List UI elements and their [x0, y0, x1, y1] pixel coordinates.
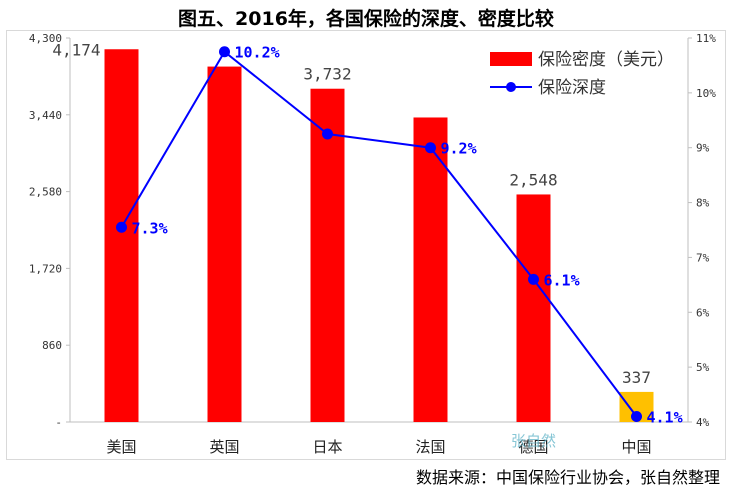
legend-line-label: 保险深度 [538, 78, 606, 98]
depth-point-label: 7.3% [132, 219, 168, 237]
depth-point-label: 10.2% [235, 44, 280, 62]
right-tick-label: 5% [696, 361, 710, 374]
left-tick-label: 2,580 [29, 186, 62, 199]
bar-4 [413, 117, 448, 423]
bar-1 [104, 49, 139, 422]
right-tick-label: 11% [696, 32, 716, 45]
right-tick-label: 10% [696, 87, 716, 100]
source-note: 数据来源：中国保险行业协会，张自然整理 [415, 468, 720, 487]
watermark-text: 张自然 [511, 432, 556, 450]
left-tick-label: - [55, 416, 62, 429]
left-tick-label: 860 [42, 339, 62, 352]
depth-point-label: 9.2% [441, 140, 477, 158]
left-tick-label: 1,720 [29, 262, 62, 275]
right-tick-label: 6% [696, 306, 710, 319]
bar-2 [207, 66, 242, 422]
depth-point-5 [528, 273, 539, 285]
bar-value-label: 3,732 [303, 65, 351, 84]
depth-line [120, 50, 638, 418]
bar-value-label: 4,174 [52, 40, 100, 59]
depth-point-3 [322, 128, 333, 140]
bar-value-label: 337 [622, 368, 651, 387]
x-category-label: 德国 [518, 438, 548, 456]
x-category-label: 日本 [312, 438, 342, 456]
right-tick-label: 9% [696, 142, 710, 155]
x-category-label: 美国 [106, 438, 136, 456]
x-category-label: 法国 [415, 438, 445, 456]
bar-value-label: 2,548 [509, 170, 557, 189]
chart-title: 图五、2016年，各国保险的深度、密度比较 [178, 8, 554, 30]
left-tick-label: 4,300 [29, 32, 62, 45]
right-tick-label: 4% [696, 416, 710, 429]
depth-point-2 [219, 46, 230, 58]
legend-bar-label: 保险密度（美元） [538, 50, 674, 70]
depth-point-label: 6.1% [544, 271, 580, 289]
x-category-label: 英国 [209, 438, 239, 456]
bar-3 [310, 88, 345, 422]
left-tick-label: 3,440 [29, 109, 62, 122]
legend-line-marker [506, 82, 516, 92]
depth-point-label: 4.1% [647, 409, 683, 427]
depth-point-6 [631, 411, 642, 423]
x-category-label: 中国 [621, 438, 651, 456]
legend-bar-swatch [490, 52, 532, 66]
right-tick-label: 8% [696, 197, 710, 210]
chart-frame [6, 30, 726, 460]
bar-5 [516, 194, 551, 422]
depth-point-1 [116, 221, 127, 233]
depth-point-4 [425, 142, 436, 154]
right-tick-label: 7% [696, 251, 710, 264]
